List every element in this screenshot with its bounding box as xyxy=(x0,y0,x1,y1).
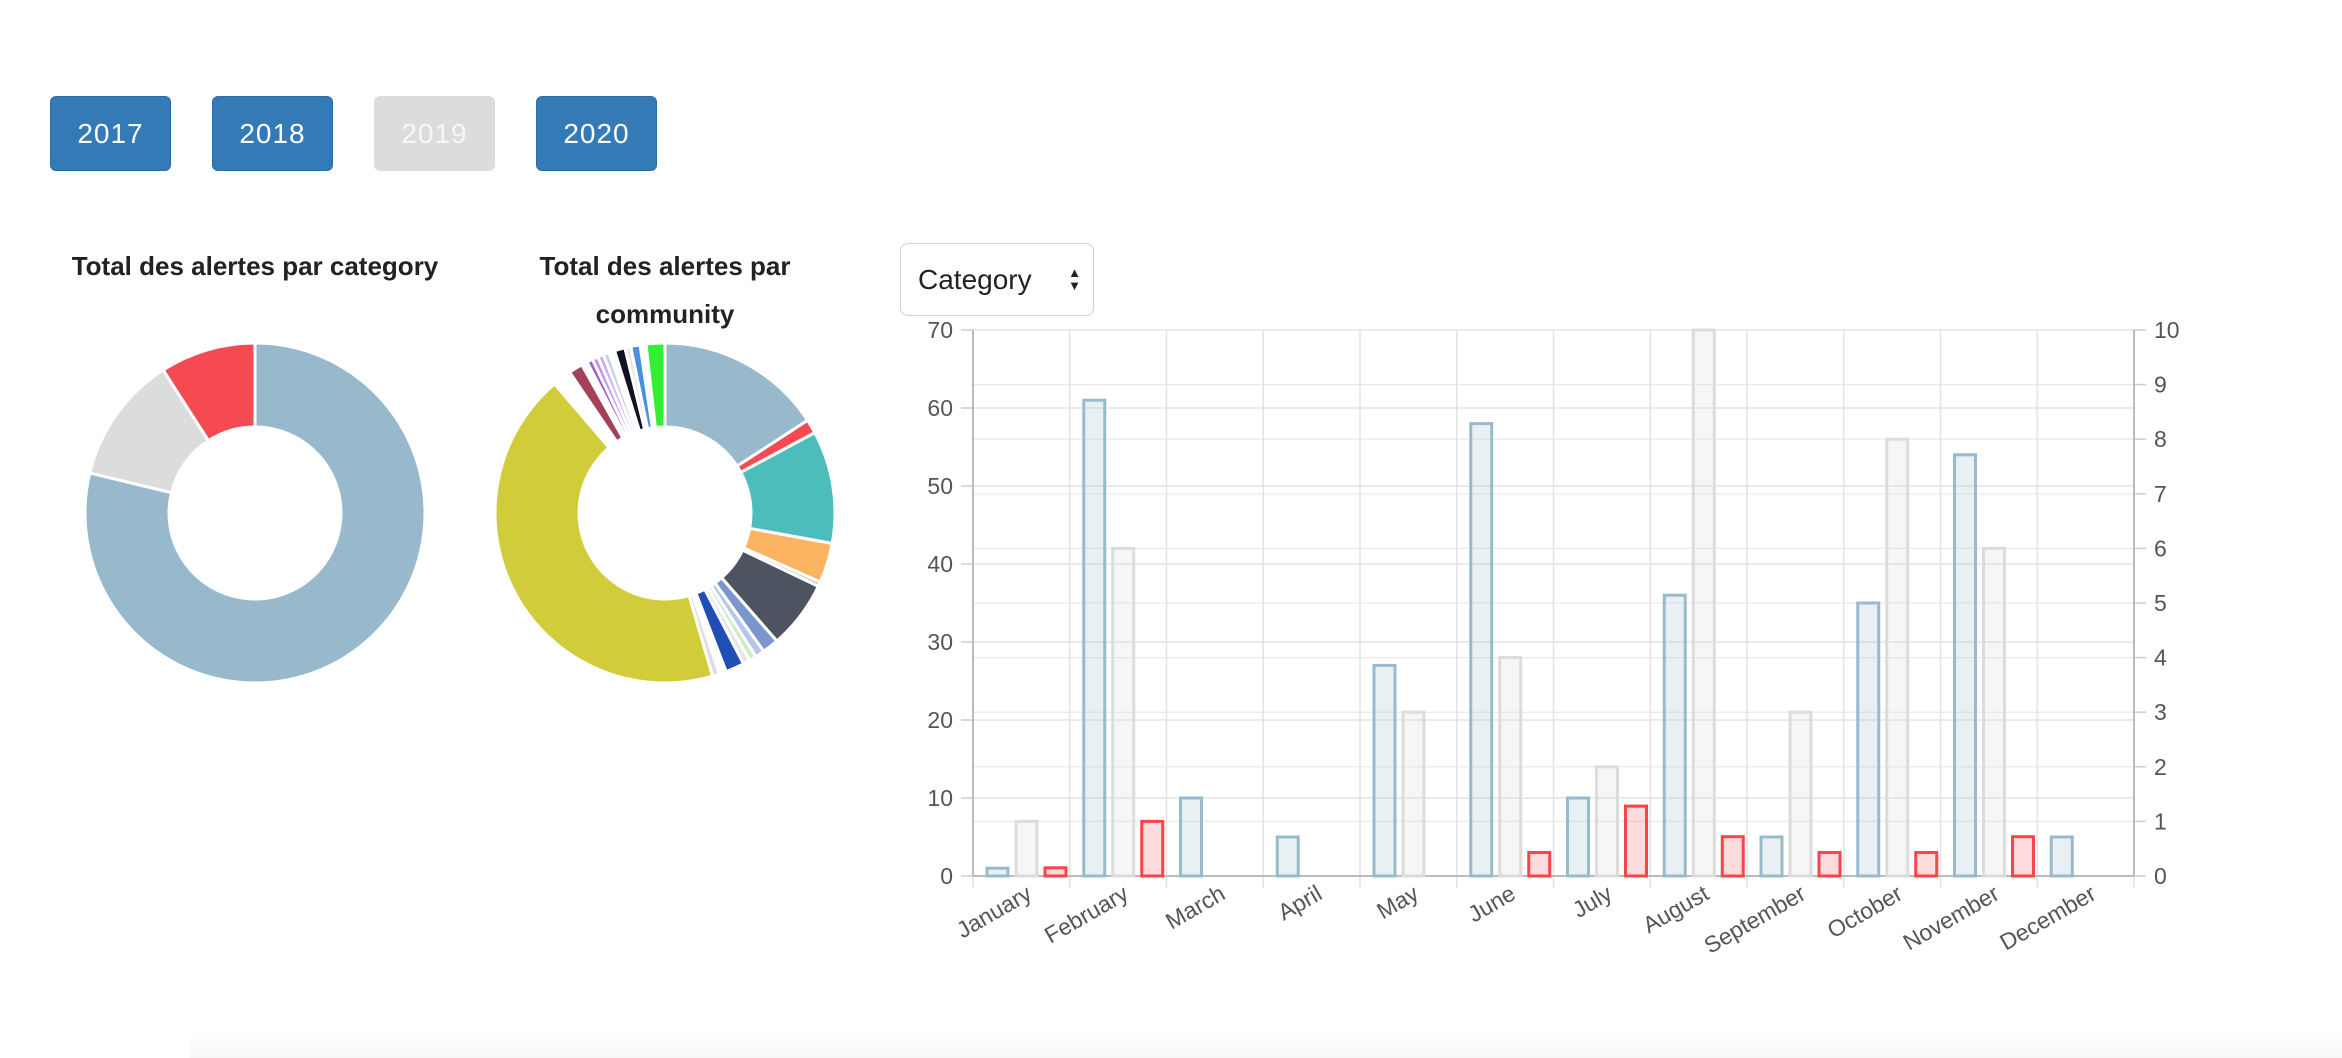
bar-series-0-august xyxy=(1662,593,1687,878)
y-tick-label: 70 xyxy=(927,318,953,343)
year-button-2019: 2019 xyxy=(374,96,495,171)
y2-tick-label: 7 xyxy=(2154,481,2167,507)
bar-series-2-january xyxy=(1043,866,1068,878)
bar-series-1-september xyxy=(1788,710,1813,878)
category-slice-0 xyxy=(83,341,427,685)
y-tick-label: 60 xyxy=(927,395,953,421)
grouping-select-value: Category xyxy=(918,263,1032,295)
bar-series-2-june xyxy=(1527,851,1552,878)
bar-series-2-september xyxy=(1817,851,1842,878)
bar-series-0-june xyxy=(1469,422,1494,878)
bar-series-1-may xyxy=(1401,710,1426,878)
y2-tick-label: 1 xyxy=(2154,808,2167,834)
y2-tick-label: 5 xyxy=(2154,590,2167,616)
x-tick-label: December xyxy=(1995,880,2100,956)
x-tick-label: September xyxy=(1699,880,1810,959)
bar-series-0-february xyxy=(1082,398,1107,878)
bar-series-2-august xyxy=(1720,835,1745,878)
bar-series-2-february xyxy=(1140,819,1165,878)
bar-series-0-november xyxy=(1953,453,1977,878)
bar-series-0-october xyxy=(1856,601,1881,878)
x-tick-label: April xyxy=(1273,880,1326,926)
bottom-strip xyxy=(190,1030,2342,1058)
bar-series-2-november xyxy=(2011,835,2035,878)
category-donut-chart xyxy=(83,341,427,685)
y-tick-label: 50 xyxy=(927,473,953,499)
x-tick-label: March xyxy=(1161,880,1229,934)
monthly-bar-chart: 0 10 20 30 40 50 60 70 0 1 2 3 4 5 6 7 8 9 10 January Februa… xyxy=(927,318,2180,959)
category-chart-title: Total des alertes par category xyxy=(71,251,439,281)
y-tick-label: 0 xyxy=(940,863,953,889)
bar-series-0-january xyxy=(985,866,1010,878)
category-slice-2 xyxy=(161,341,257,443)
y-tick-label: 10 xyxy=(927,785,953,811)
x-tick-label: July xyxy=(1568,880,1617,923)
bar-series-0-march xyxy=(1179,796,1203,878)
x-tick-label: February xyxy=(1040,880,1133,949)
y-tick-label: 30 xyxy=(927,629,953,655)
x-tick-label: November xyxy=(1898,880,2003,956)
bar-series-1-february xyxy=(1111,546,1136,878)
community-donut-chart xyxy=(493,341,837,685)
year-button-2018[interactable]: 2018 xyxy=(212,96,333,171)
bar-series-1-august xyxy=(1691,328,1716,878)
y-tick-label: 40 xyxy=(927,551,953,577)
bar-series-0-july xyxy=(1566,796,1590,878)
select-arrows-icon: ▲ ▼ xyxy=(1068,265,1081,293)
x-tick-label: October xyxy=(1823,880,1907,944)
bar-series-1-january xyxy=(1014,819,1039,878)
x-tick-label: May xyxy=(1372,880,1423,924)
x-tick-label: August xyxy=(1638,880,1714,939)
grouping-select[interactable]: Category ▲ ▼ xyxy=(900,243,1094,316)
bar-series-0-may xyxy=(1372,663,1397,878)
bar-series-1-october xyxy=(1885,437,1910,878)
community-chart-title: Total des alertes par community xyxy=(539,251,791,329)
bar-series-2-july xyxy=(1624,804,1648,878)
y2-tick-label: 9 xyxy=(2154,372,2167,398)
y2-tick-label: 3 xyxy=(2154,699,2167,725)
x-tick-label: January xyxy=(952,880,1036,944)
y-tick-label: 20 xyxy=(927,707,953,733)
y2-tick-label: 2 xyxy=(2154,754,2167,780)
bar-series-1-november xyxy=(1982,546,2006,878)
community-slice-26 xyxy=(644,341,667,430)
bar-series-0-april xyxy=(1275,835,1300,878)
bar-series-0-december xyxy=(2049,835,2074,878)
bar-series-0-september xyxy=(1759,835,1784,878)
bar-series-2-october xyxy=(1914,851,1939,878)
y2-tick-label: 4 xyxy=(2154,645,2167,671)
bar-series-1-june xyxy=(1498,656,1523,878)
y2-tick-label: 10 xyxy=(2154,318,2180,343)
y2-tick-label: 0 xyxy=(2154,863,2167,889)
year-button-2017[interactable]: 2017 xyxy=(50,96,171,171)
y2-tick-label: 6 xyxy=(2154,535,2167,561)
y2-tick-label: 8 xyxy=(2154,426,2167,452)
x-tick-label: June xyxy=(1463,880,1519,927)
year-button-2020[interactable]: 2020 xyxy=(536,96,657,171)
bar-series-1-july xyxy=(1595,765,1619,878)
community-slice-13 xyxy=(493,381,715,685)
